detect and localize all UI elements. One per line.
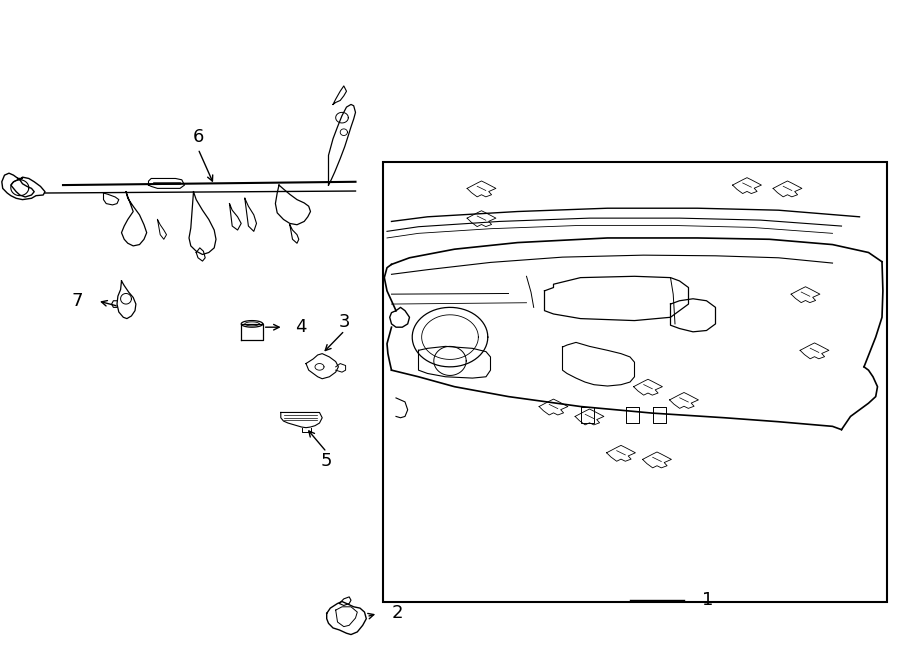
Polygon shape [333, 86, 346, 104]
Polygon shape [634, 379, 662, 395]
Polygon shape [104, 193, 119, 205]
Polygon shape [327, 602, 366, 635]
Polygon shape [390, 307, 410, 327]
Polygon shape [733, 178, 761, 194]
Text: 5: 5 [321, 451, 332, 470]
Polygon shape [467, 181, 496, 197]
Polygon shape [670, 393, 698, 408]
Polygon shape [328, 104, 356, 185]
Polygon shape [148, 178, 184, 188]
Polygon shape [336, 364, 346, 372]
Polygon shape [189, 192, 216, 254]
Polygon shape [2, 173, 45, 200]
Polygon shape [643, 452, 671, 468]
Polygon shape [467, 211, 496, 227]
Polygon shape [281, 412, 322, 428]
Polygon shape [122, 192, 147, 246]
Text: 7: 7 [71, 292, 83, 310]
Bar [382, 162, 886, 602]
Polygon shape [275, 185, 310, 225]
Polygon shape [607, 446, 635, 461]
Polygon shape [773, 181, 802, 197]
Polygon shape [575, 409, 604, 425]
Polygon shape [290, 225, 299, 243]
Polygon shape [158, 219, 166, 239]
Polygon shape [241, 324, 263, 340]
Text: 3: 3 [339, 313, 350, 331]
Polygon shape [245, 198, 256, 231]
Text: 4: 4 [295, 318, 307, 336]
Text: 6: 6 [193, 128, 203, 147]
Text: 2: 2 [392, 604, 403, 623]
Text: 1: 1 [702, 590, 714, 609]
Polygon shape [117, 281, 136, 319]
Polygon shape [800, 343, 829, 359]
Polygon shape [791, 287, 820, 303]
Polygon shape [230, 204, 241, 230]
Polygon shape [539, 399, 568, 415]
Polygon shape [306, 354, 338, 379]
